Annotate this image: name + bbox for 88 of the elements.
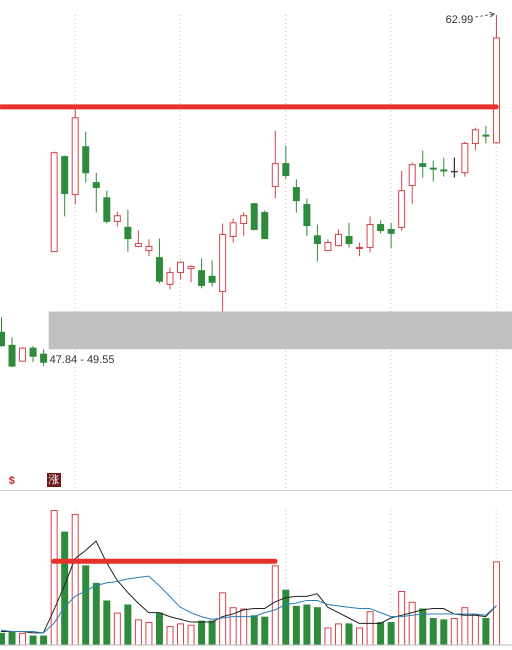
candlestick bbox=[240, 212, 248, 236]
candlestick bbox=[230, 218, 237, 243]
candlestick bbox=[408, 162, 416, 204]
bar bbox=[472, 614, 479, 645]
bar bbox=[50, 510, 58, 645]
bar bbox=[8, 632, 16, 645]
bar bbox=[440, 619, 448, 645]
candlestick bbox=[440, 157, 448, 178]
candlestick bbox=[208, 260, 216, 288]
bar bbox=[72, 514, 79, 645]
candlestick bbox=[166, 266, 174, 290]
bar bbox=[366, 611, 374, 645]
bar bbox=[461, 607, 468, 645]
bar bbox=[82, 565, 90, 645]
bar bbox=[419, 608, 426, 645]
bar bbox=[430, 618, 437, 645]
bar bbox=[30, 636, 37, 645]
candlestick bbox=[145, 238, 152, 257]
candlestick bbox=[114, 211, 121, 228]
bar bbox=[356, 627, 364, 645]
bar bbox=[377, 622, 384, 645]
candlestick bbox=[419, 150, 426, 178]
candlestick bbox=[40, 348, 48, 367]
bar bbox=[282, 590, 290, 645]
candlestick bbox=[177, 261, 184, 280]
bar bbox=[61, 532, 68, 645]
candlestick bbox=[282, 145, 290, 180]
bar bbox=[292, 606, 300, 645]
bar bbox=[408, 602, 416, 645]
candlestick bbox=[134, 230, 142, 248]
candlestick bbox=[124, 209, 132, 252]
bar bbox=[177, 623, 184, 645]
bar bbox=[240, 608, 248, 645]
bar bbox=[156, 612, 163, 645]
bar bbox=[398, 591, 406, 645]
band-label: 47.84 - 49.55 bbox=[50, 354, 114, 366]
bar bbox=[272, 565, 279, 645]
bar bbox=[314, 607, 321, 645]
bar bbox=[346, 623, 353, 645]
bar bbox=[261, 616, 268, 645]
candlestick bbox=[30, 346, 37, 363]
annotation: 62.99 bbox=[446, 14, 474, 26]
candlestick bbox=[314, 224, 321, 262]
candlestick bbox=[303, 198, 310, 236]
bar bbox=[219, 592, 226, 645]
bar bbox=[124, 604, 132, 645]
bar bbox=[324, 627, 332, 645]
bar bbox=[114, 612, 121, 645]
candlestick bbox=[377, 220, 384, 234]
candlestick bbox=[482, 125, 490, 144]
candlestick bbox=[8, 336, 16, 368]
candlestick bbox=[450, 157, 458, 178]
bar bbox=[492, 561, 500, 645]
bar bbox=[230, 607, 237, 645]
candlestick bbox=[103, 190, 110, 224]
bar bbox=[19, 632, 26, 645]
candlestick bbox=[356, 242, 364, 257]
text: $ bbox=[8, 474, 16, 488]
bar bbox=[450, 618, 458, 645]
candlestick bbox=[188, 264, 195, 283]
bar bbox=[40, 636, 48, 645]
candlestick bbox=[472, 127, 479, 152]
candlestick bbox=[430, 160, 437, 182]
candlestick bbox=[324, 238, 332, 252]
bar bbox=[208, 620, 216, 645]
bar bbox=[145, 622, 152, 645]
candlestick bbox=[19, 346, 26, 362]
candlestick bbox=[272, 130, 279, 199]
bar bbox=[250, 615, 258, 645]
bar bbox=[198, 620, 206, 645]
bar bbox=[388, 622, 395, 645]
bar bbox=[92, 582, 100, 645]
bar bbox=[103, 600, 110, 645]
bar bbox=[482, 618, 490, 645]
candlestick bbox=[388, 222, 395, 249]
candlestick bbox=[346, 222, 353, 248]
bar bbox=[166, 626, 174, 645]
candlestick bbox=[366, 216, 374, 253]
bar bbox=[134, 619, 142, 645]
bar bbox=[334, 623, 342, 645]
candlestick bbox=[198, 258, 206, 289]
text: 涨 bbox=[46, 473, 61, 487]
bar bbox=[188, 624, 195, 645]
candlestick bbox=[156, 238, 163, 284]
candlestick bbox=[292, 178, 300, 214]
bar bbox=[303, 604, 310, 645]
candlestick bbox=[334, 228, 342, 247]
candlestick bbox=[92, 172, 100, 214]
